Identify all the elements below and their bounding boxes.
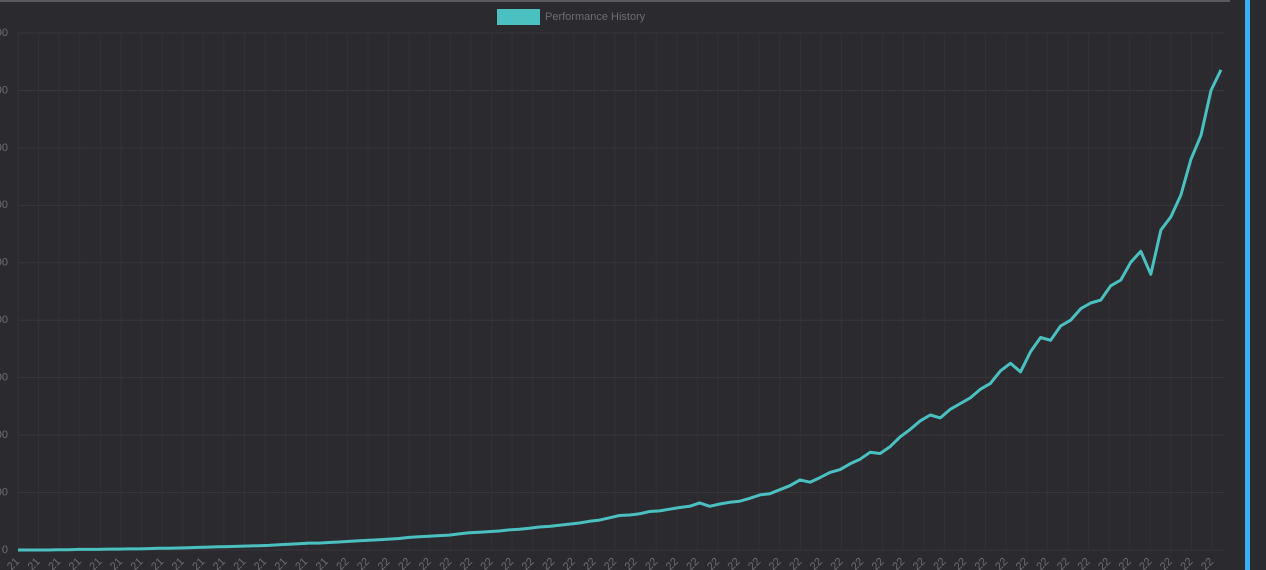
y-tick-label: 700 xyxy=(0,142,8,154)
y-tick-label: 200 xyxy=(0,429,8,441)
legend-swatch[interactable] xyxy=(497,9,540,25)
y-tick-label: 400 xyxy=(0,314,8,326)
side-bar xyxy=(1245,0,1250,570)
y-tick-label: 100 xyxy=(0,486,8,498)
legend-label[interactable]: Performance History xyxy=(545,11,646,23)
line xyxy=(18,69,1223,552)
y-tick-label: 500 xyxy=(0,257,8,269)
y-tick-label: 800 xyxy=(0,84,8,96)
y-tick-label: 900 xyxy=(0,27,8,39)
y-tick-label: 300 xyxy=(0,372,8,384)
y-tick-label: 600 xyxy=(0,199,8,211)
y-tick-label: 0 xyxy=(2,544,8,556)
